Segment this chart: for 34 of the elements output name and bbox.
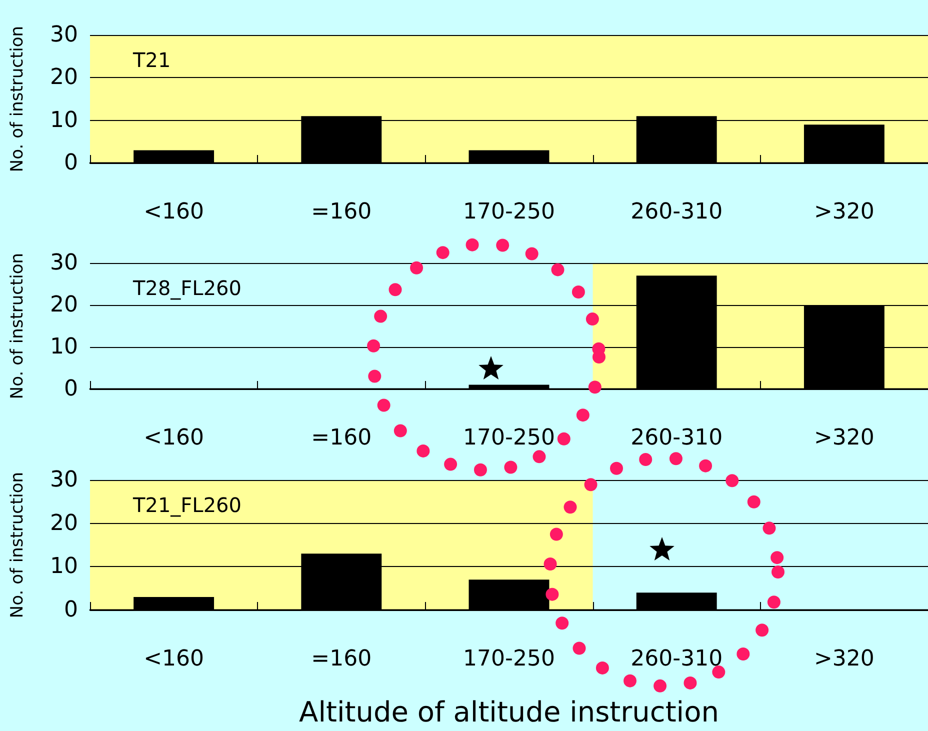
x-tick-label: >320 <box>814 646 874 672</box>
y-tick-label: 30 <box>50 250 78 276</box>
x-tick-label: 170-250 <box>463 646 555 672</box>
y-tick-label: 10 <box>50 334 78 360</box>
x-tick-label: <160 <box>144 200 204 224</box>
y-tick-label: 0 <box>64 376 78 402</box>
x-tick-label: >320 <box>814 426 874 450</box>
y-tick-label: 0 <box>64 598 78 622</box>
x-tick-label: 260-310 <box>630 426 723 450</box>
x-tick-label: =160 <box>311 426 372 450</box>
y-tick-label: 30 <box>50 22 78 48</box>
y-tick-label: 10 <box>50 108 78 133</box>
y-tick-label: 10 <box>50 554 78 580</box>
y-tick-label: 20 <box>50 65 78 90</box>
y-tick-label: 30 <box>50 468 78 492</box>
y-axis-title: No. of instruction <box>8 252 28 400</box>
text: T21_FL260 <box>132 493 242 517</box>
x-tick-label: 260-310 <box>630 646 723 672</box>
y-axis-title: No. of instruction <box>8 472 28 618</box>
x-tick-label: <160 <box>144 426 204 450</box>
text: T21 <box>132 48 171 72</box>
y-tick-label: 20 <box>50 510 78 536</box>
x-tick-label: 170-250 <box>463 200 555 224</box>
x-tick-label: =160 <box>311 200 372 224</box>
y-tick-label: 0 <box>64 150 78 176</box>
x-axis-title: Altitude of altitude instruction <box>299 696 719 728</box>
y-axis-title: No. of instruction <box>8 26 28 172</box>
x-tick-label: <160 <box>144 646 204 672</box>
x-tick-label: =160 <box>311 646 372 672</box>
x-tick-label: 260-310 <box>630 200 723 224</box>
x-tick-label: 170-250 <box>463 426 555 450</box>
text: T28_FL260 <box>132 276 242 300</box>
y-tick-label: 20 <box>50 292 78 318</box>
x-tick-label: >320 <box>814 200 874 224</box>
